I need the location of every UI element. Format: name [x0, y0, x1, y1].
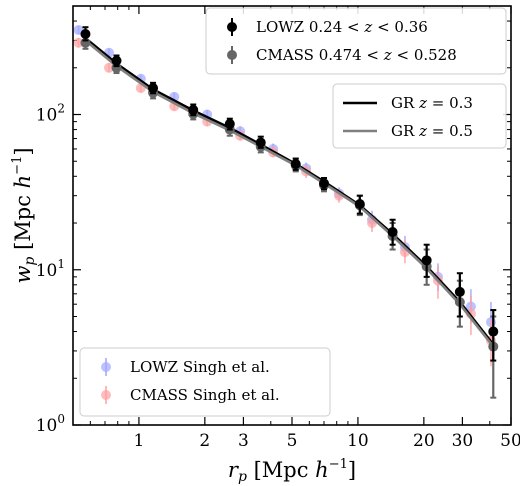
- legend-label: CMASS Singh et al.: [130, 386, 280, 404]
- x-tick-label: 30: [452, 431, 474, 451]
- data-point: [103, 62, 114, 73]
- data-point: [224, 118, 235, 129]
- y-tick-label: 100: [36, 412, 65, 436]
- legend-box: [79, 347, 331, 417]
- data-point: [354, 199, 365, 210]
- data-point: [387, 227, 398, 238]
- data-point: [421, 255, 432, 266]
- legend-label: LOWZ Singh et al.: [130, 358, 270, 376]
- y-tick-label: 101: [36, 257, 65, 281]
- y-tick-label: 102: [36, 102, 65, 126]
- data-point: [111, 55, 122, 66]
- data-point: [73, 37, 84, 48]
- x-axis-label: rp [Mpc h−1]: [228, 457, 356, 485]
- x-tick-label: 10: [347, 431, 369, 451]
- legend-lower-left: LOWZ Singh et al. CMASS Singh et al.: [79, 347, 331, 417]
- legend-upper-right: GR z = 0.3 GR z = 0.5: [332, 83, 507, 149]
- legend-label: CMASS 0.474 < z < 0.528: [256, 46, 457, 64]
- data-point: [255, 137, 266, 148]
- series-0: [80, 26, 499, 362]
- x-tick-label: 50: [500, 431, 520, 451]
- data-point: [148, 83, 159, 94]
- plot-area: [73, 25, 499, 399]
- data-point: [290, 158, 301, 169]
- data-point: [488, 326, 499, 337]
- legend-label: GR z = 0.3: [391, 94, 473, 112]
- legend-box: [205, 7, 507, 75]
- x-tick-label: 3: [238, 431, 249, 451]
- legend-marker: [101, 390, 111, 400]
- data-point: [454, 286, 465, 297]
- data-point: [319, 178, 330, 189]
- x-tick-label: 1: [134, 431, 145, 451]
- legend-top-right: LOWZ 0.24 < z < 0.36 CMASS 0.474 < z < 0.…: [205, 7, 507, 75]
- x-tick-label: 20: [413, 431, 435, 451]
- y-axis-label: wp [Mpc h−1]: [10, 147, 38, 283]
- x-tick-label: 2: [199, 431, 210, 451]
- legend-label: LOWZ 0.24 < z < 0.36: [256, 18, 428, 36]
- legend-label: GR z = 0.5: [391, 122, 473, 140]
- plot-frame: [72, 5, 512, 426]
- legend-marker: [227, 50, 237, 60]
- data-point: [188, 104, 199, 115]
- legend-marker: [101, 362, 111, 372]
- data-point: [80, 29, 91, 40]
- x-tick-label: 5: [287, 431, 298, 451]
- legend-marker: [227, 22, 237, 32]
